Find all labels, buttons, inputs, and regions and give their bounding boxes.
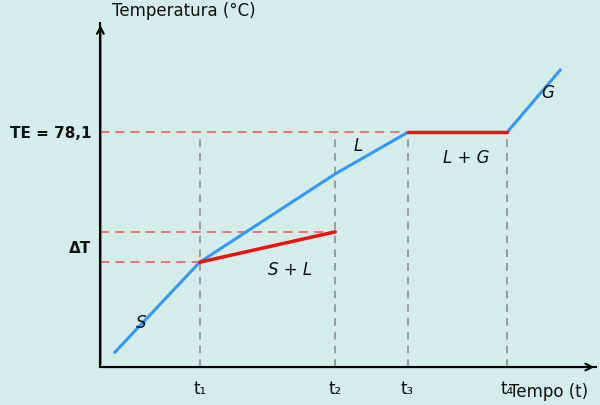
Text: L: L xyxy=(353,136,362,155)
Text: G: G xyxy=(541,84,554,102)
Text: Temperatura (°C): Temperatura (°C) xyxy=(112,2,255,20)
Text: ΔT: ΔT xyxy=(69,240,91,255)
Text: TE = 78,1: TE = 78,1 xyxy=(10,126,91,141)
Text: S + L: S + L xyxy=(268,260,312,278)
Text: t₂: t₂ xyxy=(329,379,342,397)
Text: Tempo (t): Tempo (t) xyxy=(509,382,588,400)
Text: L + G: L + G xyxy=(443,149,490,167)
Text: t₃: t₃ xyxy=(401,379,414,397)
Text: S: S xyxy=(136,313,146,331)
Text: t₁: t₁ xyxy=(193,379,206,397)
Text: t₄: t₄ xyxy=(500,379,514,397)
